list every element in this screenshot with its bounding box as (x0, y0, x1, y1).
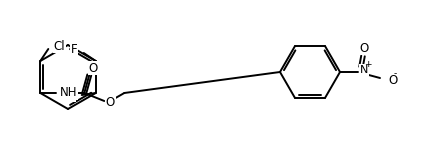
Text: Cl: Cl (53, 39, 65, 53)
Text: F: F (69, 89, 76, 101)
Text: N: N (360, 65, 368, 75)
Text: -: - (393, 69, 397, 79)
Text: O: O (388, 73, 397, 87)
Text: +: + (364, 59, 372, 69)
Text: NH: NH (60, 87, 78, 99)
Text: O: O (105, 97, 115, 109)
Text: O: O (89, 61, 98, 75)
Text: O: O (359, 41, 368, 55)
Text: F: F (71, 43, 78, 55)
